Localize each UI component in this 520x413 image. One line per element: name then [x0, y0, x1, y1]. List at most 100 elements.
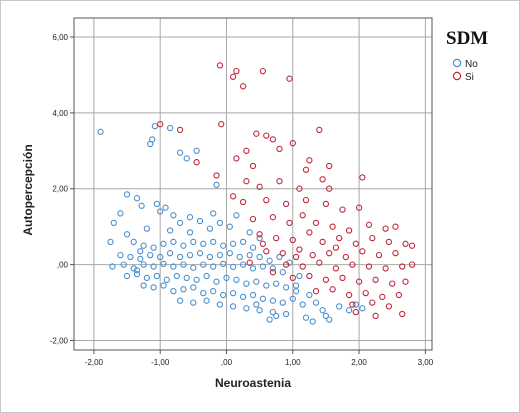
- data-point-no: [322, 312, 330, 320]
- data-point-no: [309, 318, 316, 325]
- data-point-si: [306, 229, 313, 236]
- data-point-si: [399, 310, 406, 318]
- data-point-no: [183, 274, 190, 282]
- data-point-no: [193, 147, 200, 154]
- data-point-si: [243, 147, 250, 154]
- data-point-no: [229, 263, 237, 271]
- data-point-no: [216, 301, 224, 308]
- data-point-no: [163, 276, 170, 283]
- data-point-no: [140, 261, 147, 268]
- data-point-no: [123, 191, 131, 198]
- data-point-si: [402, 240, 409, 247]
- data-point-no: [107, 238, 114, 246]
- data-point-no: [352, 301, 359, 308]
- data-point-si: [316, 126, 323, 134]
- data-point-no: [243, 305, 250, 312]
- data-point-si: [233, 155, 240, 162]
- data-point-si: [369, 234, 376, 242]
- data-point-no: [326, 316, 333, 323]
- data-point-si: [249, 162, 257, 170]
- data-point-si: [365, 263, 373, 270]
- data-point-no: [186, 251, 194, 259]
- data-point-no: [133, 270, 141, 278]
- data-point-si: [263, 196, 270, 204]
- data-point-no: [162, 204, 169, 211]
- data-point-no: [180, 242, 187, 249]
- data-point-no: [160, 240, 167, 247]
- data-point-no: [220, 291, 227, 299]
- data-point-si: [309, 251, 316, 259]
- data-point-no: [210, 210, 217, 217]
- data-point-si: [339, 274, 346, 282]
- data-point-no: [256, 234, 263, 242]
- data-point-no: [273, 312, 280, 320]
- data-point-no: [345, 307, 353, 314]
- data-point-no: [226, 223, 233, 230]
- data-point-no: [166, 124, 174, 132]
- data-point-si: [286, 219, 293, 227]
- data-point-no: [180, 286, 187, 293]
- plot-area: [73, 17, 433, 351]
- data-point-si: [408, 261, 416, 268]
- data-point-si: [259, 67, 267, 75]
- data-point-si: [289, 274, 296, 282]
- x-tick-label: ,00: [221, 358, 233, 367]
- data-point-si: [359, 248, 366, 255]
- data-point-si: [276, 145, 283, 153]
- data-point-si: [299, 212, 306, 219]
- data-point-no: [138, 202, 145, 209]
- data-point-no: [243, 280, 250, 287]
- data-point-no: [190, 284, 197, 291]
- data-point-si: [253, 130, 260, 137]
- data-point-si: [157, 121, 164, 128]
- data-point-no: [306, 291, 313, 299]
- data-point-no: [200, 289, 207, 297]
- data-point-no: [143, 225, 151, 232]
- data-point-no: [292, 288, 300, 295]
- x-axis-ticks: -2,00 -1,00 ,00 1,00 2,00 3,00: [85, 350, 434, 367]
- data-point-no: [97, 128, 104, 135]
- data-point-no: [180, 261, 187, 268]
- data-point-no: [193, 276, 200, 283]
- data-point-no: [127, 253, 134, 261]
- data-point-no: [130, 265, 137, 272]
- data-point-no: [302, 314, 310, 321]
- data-point-si: [229, 73, 237, 80]
- data-point-si: [269, 214, 277, 221]
- data-point-no: [206, 225, 214, 232]
- data-point-no: [123, 272, 131, 280]
- y-tick-label: -2,00: [50, 337, 69, 346]
- data-point-no: [196, 217, 204, 225]
- data-point-no: [140, 242, 147, 249]
- data-point-no: [151, 122, 159, 130]
- data-point-si: [218, 121, 225, 128]
- data-point-no: [176, 149, 184, 156]
- data-point-si: [292, 253, 300, 261]
- data-point-si: [213, 172, 220, 179]
- data-point-no: [190, 238, 197, 246]
- x-axis-title: Neuroastenia: [215, 376, 291, 390]
- data-point-no: [109, 263, 116, 270]
- data-point-si: [352, 240, 359, 247]
- data-point-si: [402, 278, 409, 285]
- data-point-no: [256, 307, 263, 314]
- data-point-si: [392, 223, 399, 230]
- data-point-no: [282, 284, 290, 291]
- data-point-si: [193, 159, 200, 166]
- data-point-no: [246, 229, 253, 236]
- data-point-no: [176, 219, 184, 227]
- data-point-no: [206, 253, 214, 261]
- data-point-no: [239, 293, 247, 301]
- data-point-no: [173, 272, 180, 280]
- data-point-no: [266, 316, 273, 323]
- data-point-no: [213, 278, 220, 285]
- data-point-si: [312, 288, 320, 295]
- data-point-si: [296, 185, 303, 192]
- data-point-si: [326, 162, 333, 170]
- data-point-si: [263, 248, 270, 255]
- data-point-no: [203, 297, 210, 304]
- data-point-si: [269, 136, 277, 143]
- data-point-si: [352, 308, 359, 316]
- data-point-no: [186, 229, 194, 236]
